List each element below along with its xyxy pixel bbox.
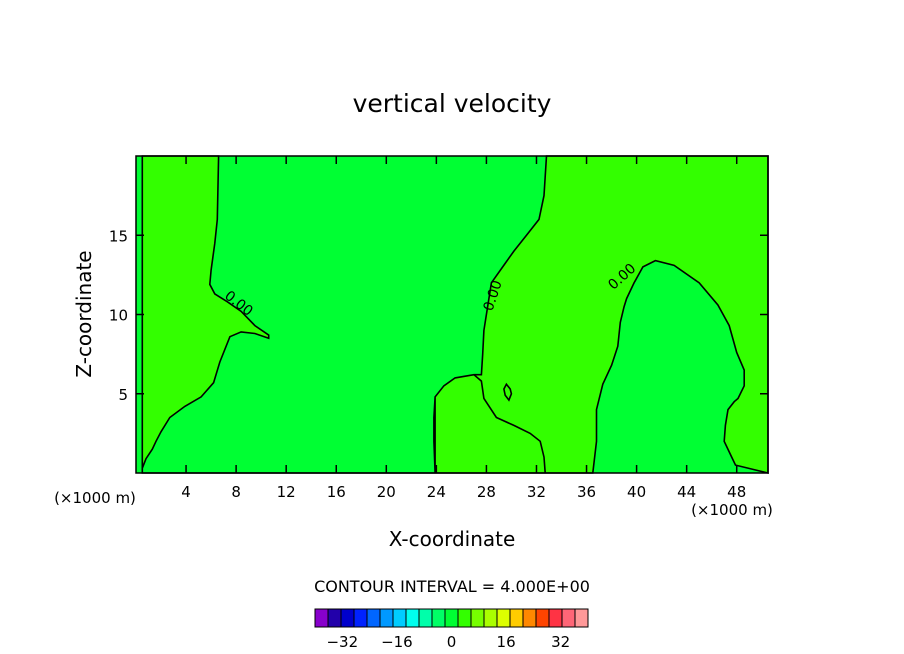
colorbar-swatch [522, 608, 537, 628]
colorbar-swatch [535, 608, 550, 628]
colorbar-swatch [470, 608, 485, 628]
colorbar-swatch [457, 608, 472, 628]
x-tick-label: 4 [181, 483, 191, 501]
colorbar-tick-label: 0 [447, 633, 457, 651]
colorbar-swatch [548, 608, 563, 628]
colorbar-swatch [327, 608, 342, 628]
y-axis-label: Z-coordinate [72, 250, 96, 377]
x-tick-label: 32 [527, 483, 546, 501]
colorbar-swatch [340, 608, 355, 628]
positive-regions [142, 156, 769, 473]
zero-contours [141, 155, 769, 475]
colorbar-tick-label: −32 [326, 633, 358, 651]
y-tick-label: 10 [109, 307, 128, 325]
colorbar-swatch [509, 608, 524, 628]
x-tick-label: 16 [327, 483, 346, 501]
colorbar-swatch [418, 608, 433, 628]
colorbar-tick-label: 32 [551, 633, 570, 651]
colorbar-swatch [366, 608, 381, 628]
z-unit-label: (×1000 m) [691, 501, 773, 519]
y-axis-ticks: 5 10 15 [109, 227, 768, 404]
colorbar-swatch [405, 608, 420, 628]
positive-region-0 [142, 156, 769, 473]
x-tick-label: 40 [627, 483, 646, 501]
colorbar-swatch [392, 608, 407, 628]
x-unit-label: (×1000 m) [54, 489, 136, 507]
x-axis-ticks: 4 8 12 16 20 24 28 32 36 40 44 48 [181, 156, 746, 501]
y-tick-label: 5 [118, 386, 128, 404]
colorbar-swatch [444, 608, 459, 628]
colorbar-tick-label: −16 [381, 633, 413, 651]
x-tick-label: 24 [427, 483, 446, 501]
x-tick-label: 36 [577, 483, 596, 501]
colorbar-swatch [483, 608, 498, 628]
colorbar-swatch [314, 608, 329, 628]
plot-area [135, 155, 769, 475]
x-axis-label: X-coordinate [389, 527, 516, 551]
x-tick-label: 44 [677, 483, 696, 501]
x-tick-label: 20 [377, 483, 396, 501]
colorbar-swatch [353, 608, 368, 628]
zero-contour-0 [141, 155, 769, 475]
x-tick-label: 48 [727, 483, 746, 501]
x-tick-label: 12 [277, 483, 296, 501]
colorbar [314, 608, 589, 628]
colorbar-swatch [379, 608, 394, 628]
contour-interval-text: CONTOUR INTERVAL = 4.000E+00 [314, 577, 590, 596]
colorbar-swatch [561, 608, 576, 628]
chart-title: vertical velocity [353, 89, 552, 118]
y-tick-label: 15 [109, 227, 128, 245]
x-tick-label: 8 [231, 483, 241, 501]
colorbar-tick-labels: −32 −16 0 16 32 [326, 633, 570, 651]
colorbar-swatch [574, 608, 589, 628]
closed-contour-0 [503, 382, 513, 402]
colorbar-tick-label: 16 [497, 633, 516, 651]
colorbar-swatch [496, 608, 511, 628]
x-tick-label: 28 [477, 483, 496, 501]
colorbar-swatch [431, 608, 446, 628]
